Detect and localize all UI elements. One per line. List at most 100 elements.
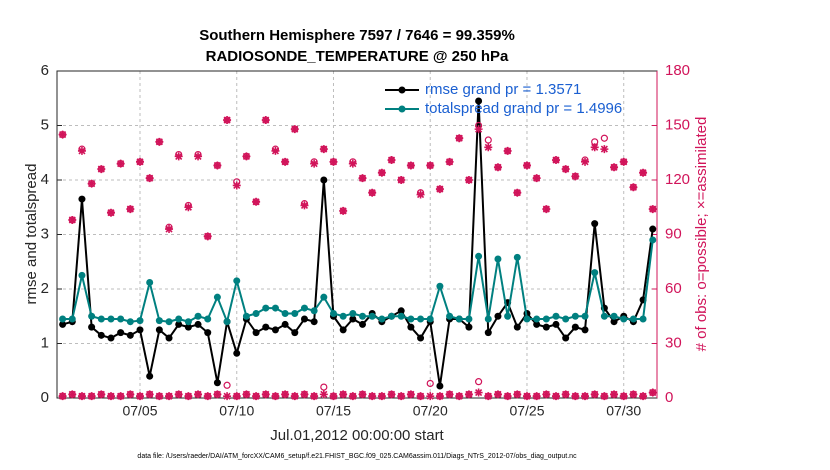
point bbox=[107, 315, 115, 323]
point bbox=[223, 318, 231, 326]
assimilated-marker bbox=[445, 390, 454, 399]
point bbox=[339, 312, 347, 320]
point bbox=[484, 315, 492, 323]
point bbox=[252, 310, 260, 318]
point bbox=[649, 236, 657, 244]
assimilated-marker bbox=[610, 163, 619, 172]
x-tick-label: 07/05 bbox=[122, 403, 157, 419]
series bbox=[59, 236, 657, 326]
assimilated-marker bbox=[484, 143, 493, 152]
point bbox=[639, 315, 647, 323]
point bbox=[184, 318, 192, 326]
point bbox=[175, 315, 183, 323]
assimilated-marker bbox=[426, 392, 435, 401]
point bbox=[407, 315, 415, 323]
assimilated-marker bbox=[542, 390, 551, 399]
assimilated-marker bbox=[629, 390, 638, 399]
chart-subtitle: RADIOSONDE_TEMPERATURE @ 250 hPa bbox=[206, 48, 509, 65]
assimilated-marker bbox=[271, 146, 280, 155]
assimilated-marker bbox=[68, 390, 77, 399]
assimilated-marker bbox=[581, 157, 590, 166]
assimilated-marker bbox=[639, 168, 648, 177]
assimilated-marker bbox=[126, 390, 135, 399]
assimilated-marker bbox=[290, 392, 299, 401]
assimilated-marker bbox=[106, 208, 115, 217]
assimilated-marker bbox=[648, 388, 657, 397]
y-tick-label: 5 bbox=[41, 116, 49, 133]
point bbox=[426, 315, 434, 323]
assimilated-marker bbox=[310, 159, 319, 168]
assimilated-marker bbox=[300, 390, 309, 399]
assimilated-marker bbox=[339, 206, 348, 215]
assimilated-marker bbox=[223, 392, 232, 401]
x-axis-label: Jul.01,2012 00:00:00 start bbox=[270, 427, 444, 444]
assimilated-marker bbox=[106, 392, 115, 401]
y2-tick-label: 0 bbox=[665, 389, 673, 406]
assimilated-marker bbox=[648, 205, 657, 214]
x-tick-label: 07/30 bbox=[606, 403, 641, 419]
chart-title: Southern Hemisphere 7597 / 7646 = 99.359… bbox=[199, 27, 515, 44]
point bbox=[465, 315, 473, 323]
possible-marker bbox=[426, 379, 434, 388]
assimilated-marker bbox=[252, 197, 261, 206]
assimilated-marker bbox=[155, 137, 164, 146]
assimilated-marker bbox=[455, 134, 464, 143]
x-tick-label: 07/20 bbox=[413, 403, 448, 419]
assimilated-marker bbox=[571, 172, 580, 181]
point bbox=[571, 312, 579, 320]
assimilated-marker bbox=[445, 157, 454, 166]
assimilated-marker bbox=[194, 390, 203, 399]
point bbox=[388, 312, 396, 320]
assimilated-marker bbox=[397, 176, 406, 184]
assimilated-marker bbox=[223, 116, 232, 125]
assimilated-marker bbox=[174, 152, 183, 161]
point bbox=[155, 326, 163, 334]
assimilated-marker bbox=[464, 390, 473, 399]
assimilated-marker bbox=[619, 392, 628, 401]
possible-marker bbox=[484, 136, 492, 144]
point bbox=[291, 310, 299, 318]
point bbox=[533, 315, 541, 323]
assimilated-marker bbox=[522, 161, 531, 170]
assimilated-marker bbox=[581, 392, 590, 401]
assimilated-marker bbox=[629, 183, 638, 192]
assimilated-marker bbox=[358, 174, 367, 183]
assimilated-marker bbox=[348, 159, 357, 168]
footnote: data file: /Users/raeder/DAI/ATM_forcXX/… bbox=[137, 453, 577, 460]
y2-axis-label: # of obs: o=possible; ×=assimilated bbox=[693, 117, 710, 352]
point bbox=[233, 277, 241, 285]
point bbox=[262, 323, 270, 331]
assimilated-marker bbox=[116, 392, 125, 401]
point bbox=[291, 329, 299, 337]
assimilated-marker bbox=[329, 392, 338, 401]
point bbox=[262, 304, 270, 312]
point bbox=[165, 318, 173, 326]
assimilated-marker bbox=[203, 392, 212, 401]
assimilated-marker bbox=[348, 392, 357, 401]
point bbox=[417, 334, 425, 342]
point bbox=[146, 278, 154, 286]
assimilated-marker bbox=[271, 392, 280, 401]
assimilated-marker bbox=[426, 161, 435, 170]
possible-marker bbox=[320, 383, 328, 391]
assimilated-marker bbox=[387, 156, 396, 165]
point bbox=[397, 312, 405, 320]
y-tick-label: 4 bbox=[41, 171, 49, 188]
assimilated-marker bbox=[397, 392, 406, 401]
assimilated-marker bbox=[532, 174, 541, 183]
point bbox=[213, 293, 221, 301]
point bbox=[233, 349, 241, 357]
legend-swatch bbox=[398, 105, 406, 113]
point bbox=[417, 315, 425, 323]
point bbox=[126, 318, 134, 326]
point bbox=[271, 326, 279, 334]
point bbox=[629, 315, 637, 323]
point bbox=[368, 312, 376, 320]
assimilated-marker bbox=[455, 392, 464, 401]
point bbox=[620, 315, 628, 323]
point bbox=[107, 334, 115, 342]
assimilated-marker bbox=[261, 116, 270, 125]
assimilated-marker bbox=[261, 390, 270, 399]
point bbox=[88, 323, 96, 331]
assimilated-marker bbox=[639, 392, 648, 401]
